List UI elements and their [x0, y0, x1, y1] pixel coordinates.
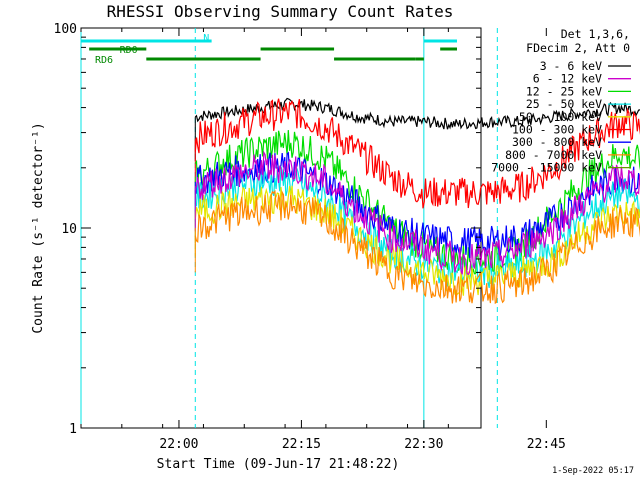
x-tick-label-1: 22:15 [282, 437, 321, 452]
x-tick-label-2: 22:30 [404, 437, 443, 452]
legend-label-1: 6 - 12 keV [533, 72, 602, 86]
legend-label-7: 800 - 7000 keV [505, 148, 602, 162]
legend-label-5: 100 - 300 keV [512, 123, 602, 137]
x-axis-label: Start Time (09-Jun-17 21:48:22) [157, 457, 400, 472]
legend-header-1: FDecim 2, Att 0 [526, 41, 630, 55]
flag-label-rd0: RD0 [120, 45, 138, 56]
y-tick-label-0: 1 [69, 422, 77, 437]
y-tick-label-1: 10 [61, 222, 77, 237]
legend-label-8: 7000 - 15000 keV [491, 161, 602, 175]
series-7-line [194, 189, 640, 305]
chart-title: RHESSI Observing Summary Count Rates [107, 2, 454, 21]
legend-label-2: 12 - 25 keV [526, 84, 602, 98]
legend-header-0: Det 1,3,6, [561, 27, 630, 41]
legend-label-3: 25 - 50 keV [526, 97, 602, 111]
plot-area [80, 27, 482, 429]
y-axis-label: Count Rate (s⁻¹ detector⁻¹) [31, 122, 46, 333]
timestamp: 1-Sep-2022 05:17 [552, 466, 634, 476]
series-0-line [194, 97, 640, 130]
legend-label-6: 300 - 800 keV [512, 135, 602, 149]
x-tick-label-3: 22:45 [527, 437, 566, 452]
x-tick-label-0: 22:00 [159, 437, 198, 452]
flag-bars: N RD0 RD6 [81, 33, 457, 66]
flag-label-n: N [203, 33, 209, 44]
flag-label-rd6: RD6 [95, 55, 113, 66]
y-tick-label-2: 100 [54, 22, 77, 37]
series-group [194, 97, 640, 305]
y-axis: 1 10 100 [54, 22, 481, 437]
legend-label-0: 3 - 6 keV [540, 59, 602, 73]
legend-label-4: 50 - 100 keV [519, 110, 602, 124]
series-5-line [194, 98, 640, 209]
series-1-line [195, 150, 640, 276]
